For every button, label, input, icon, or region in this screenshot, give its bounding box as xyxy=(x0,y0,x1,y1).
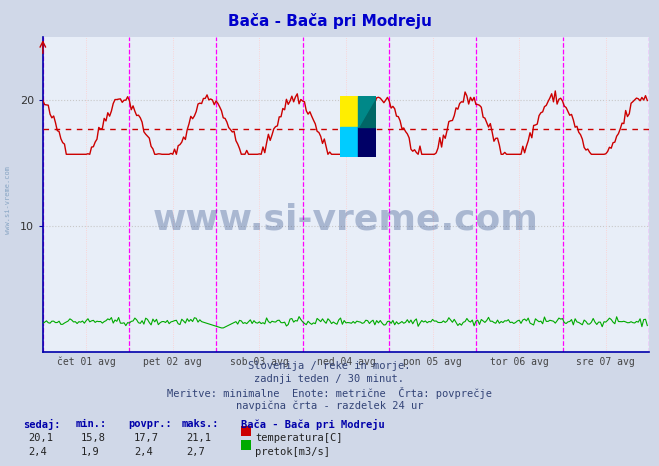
Text: 21,1: 21,1 xyxy=(186,433,212,443)
Text: 20,1: 20,1 xyxy=(28,433,53,443)
Text: 2,4: 2,4 xyxy=(28,447,47,457)
Text: 17,7: 17,7 xyxy=(134,433,159,443)
Text: sedaj:: sedaj: xyxy=(23,419,61,431)
Text: 1,9: 1,9 xyxy=(81,447,100,457)
Text: Meritve: minimalne  Enote: metrične  Črta: povprečje: Meritve: minimalne Enote: metrične Črta:… xyxy=(167,387,492,399)
Text: zadnji teden / 30 minut.: zadnji teden / 30 minut. xyxy=(254,374,405,384)
Polygon shape xyxy=(340,96,358,126)
Text: 2,7: 2,7 xyxy=(186,447,205,457)
Polygon shape xyxy=(340,126,358,157)
Text: maks.:: maks.: xyxy=(181,419,219,429)
Text: Bača - Bača pri Modreju: Bača - Bača pri Modreju xyxy=(241,419,384,431)
Text: 2,4: 2,4 xyxy=(134,447,152,457)
Text: Bača - Bača pri Modreju: Bača - Bača pri Modreju xyxy=(227,13,432,29)
Polygon shape xyxy=(358,126,376,157)
Text: 15,8: 15,8 xyxy=(81,433,106,443)
Text: temperatura[C]: temperatura[C] xyxy=(255,433,343,443)
Text: navpična črta - razdelek 24 ur: navpična črta - razdelek 24 ur xyxy=(236,400,423,411)
Text: Slovenija / reke in morje.: Slovenija / reke in morje. xyxy=(248,361,411,371)
Text: min.:: min.: xyxy=(76,419,107,429)
Polygon shape xyxy=(358,96,376,126)
Text: pretok[m3/s]: pretok[m3/s] xyxy=(255,447,330,457)
Text: povpr.:: povpr.: xyxy=(129,419,172,429)
Polygon shape xyxy=(358,96,376,126)
Text: www.si-vreme.com: www.si-vreme.com xyxy=(5,166,11,234)
Text: www.si-vreme.com: www.si-vreme.com xyxy=(153,203,539,237)
